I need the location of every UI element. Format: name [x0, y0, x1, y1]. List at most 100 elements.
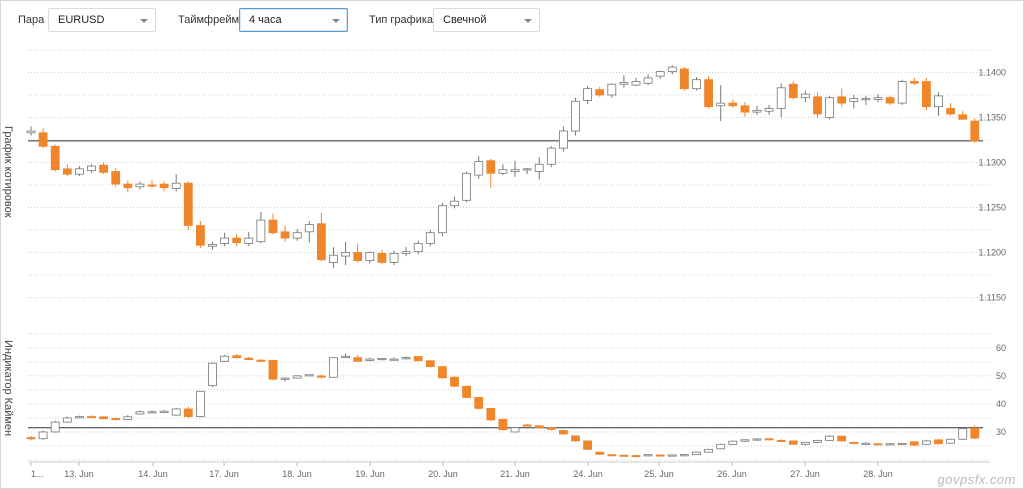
- chart-type-select[interactable]: Свечной: [433, 8, 540, 32]
- price-candle: [825, 97, 834, 118]
- price-candle: [970, 120, 980, 142]
- indicator-candle: [111, 418, 121, 421]
- indicator-candle: [75, 416, 84, 419]
- price-candle: [111, 171, 121, 185]
- price-y-tick-label: 1.1400: [978, 68, 1006, 78]
- price-candle: [75, 168, 84, 175]
- chevron-down-icon: [332, 19, 340, 23]
- price-candle: [946, 108, 955, 115]
- price-candle: [486, 160, 496, 174]
- indicator-candle: [316, 375, 326, 378]
- indicator-candle: [861, 442, 871, 445]
- indicator-candle: [256, 359, 266, 362]
- price-candle: [462, 172, 472, 201]
- x-tick-label: 1...: [31, 469, 44, 479]
- x-tick-label: 19. Jun: [355, 469, 385, 479]
- price-candle: [692, 79, 701, 90]
- indicator-candle: [764, 438, 774, 441]
- indicator-candle: [776, 439, 786, 442]
- price-candle: [425, 232, 435, 244]
- price-candle: [522, 168, 532, 171]
- price-candle: [232, 237, 242, 244]
- price-candle: [208, 243, 217, 247]
- price-candle: [62, 168, 72, 175]
- pair-select[interactable]: EURUSD: [48, 8, 156, 32]
- indicator-candle: [450, 376, 459, 387]
- indicator-candle: [680, 454, 689, 457]
- indicator-candle: [922, 440, 931, 445]
- x-tick-label: 24. Jun: [573, 469, 603, 479]
- price-y-tick-label: 1.1250: [978, 203, 1006, 213]
- price-candle: [377, 252, 387, 263]
- indicator-candle: [655, 454, 665, 457]
- price-candle: [728, 102, 738, 107]
- indicator-candle: [329, 357, 338, 378]
- price-candle: [183, 182, 193, 226]
- indicator-candle: [909, 441, 919, 446]
- price-candle: [474, 161, 484, 176]
- indicator-candle: [583, 440, 592, 450]
- price-candle: [365, 252, 375, 262]
- price-candle: [837, 96, 847, 104]
- indicator-candle: [934, 439, 943, 445]
- price-candle: [655, 71, 665, 77]
- timeframe-select[interactable]: 4 часа: [239, 8, 348, 32]
- watermark: govpsfx.com: [937, 472, 1016, 487]
- price-y-tick-label: 1.1200: [978, 248, 1006, 258]
- price-y-tick-label: 1.1300: [978, 158, 1006, 168]
- price-candle: [546, 147, 556, 165]
- price-candle: [171, 182, 181, 189]
- price-candle: [897, 81, 907, 104]
- indicator-candle: [353, 357, 363, 362]
- price-candle: [571, 100, 580, 132]
- indicator-candle: [26, 437, 36, 440]
- price-candle: [437, 205, 447, 234]
- price-candle: [534, 163, 544, 172]
- indicator-candle: [195, 390, 205, 417]
- price-candle: [643, 77, 653, 84]
- price-candle: [268, 219, 278, 234]
- indicator-candle: [123, 416, 133, 421]
- indicator-candle: [946, 438, 955, 444]
- chevron-down-icon: [524, 19, 532, 23]
- indicator-candle: [752, 438, 762, 441]
- indicator-candle: [50, 421, 60, 433]
- price-candle: [583, 88, 592, 101]
- price-candle: [195, 225, 205, 246]
- indicator-candle: [970, 428, 980, 439]
- price-candle: [159, 183, 169, 189]
- indicator-candle: [413, 356, 423, 362]
- price-candle: [764, 108, 774, 112]
- indicator-candle: [171, 408, 181, 416]
- pair-label: Пара: [18, 14, 45, 26]
- price-candle: [885, 97, 895, 104]
- price-candle: [667, 66, 677, 72]
- price-candle: [87, 165, 96, 172]
- price-candle: [619, 82, 629, 85]
- indicator-y-tick-label: 40: [996, 399, 1006, 409]
- price-candle: [510, 169, 520, 172]
- timeframe-label: Таймфрейм: [178, 14, 240, 26]
- price-candle: [38, 132, 48, 147]
- price-candle: [801, 93, 810, 99]
- indicator-candle: [38, 431, 48, 440]
- price-candle: [861, 98, 871, 101]
- price-candle: [716, 102, 726, 107]
- indicator-candle: [788, 440, 798, 445]
- indicator-candle: [304, 374, 314, 377]
- indicator-candle: [873, 443, 883, 446]
- price-candle: [99, 164, 108, 173]
- indicator-candle: [667, 454, 677, 457]
- price-candle: [704, 79, 713, 108]
- price-candle: [316, 223, 326, 261]
- indicator-candle: [716, 443, 726, 450]
- indicator-candle: [437, 366, 447, 379]
- price-candle: [813, 96, 822, 115]
- indicator-candle: [740, 439, 750, 442]
- toolbar: Пара EURUSD Таймфрейм 4 часа Тип графика…: [0, 0, 1024, 40]
- price-candle: [873, 97, 883, 100]
- indicator-candle: [462, 385, 472, 398]
- indicator-candle: [232, 355, 242, 359]
- x-tick-label: 27. Jun: [790, 469, 820, 479]
